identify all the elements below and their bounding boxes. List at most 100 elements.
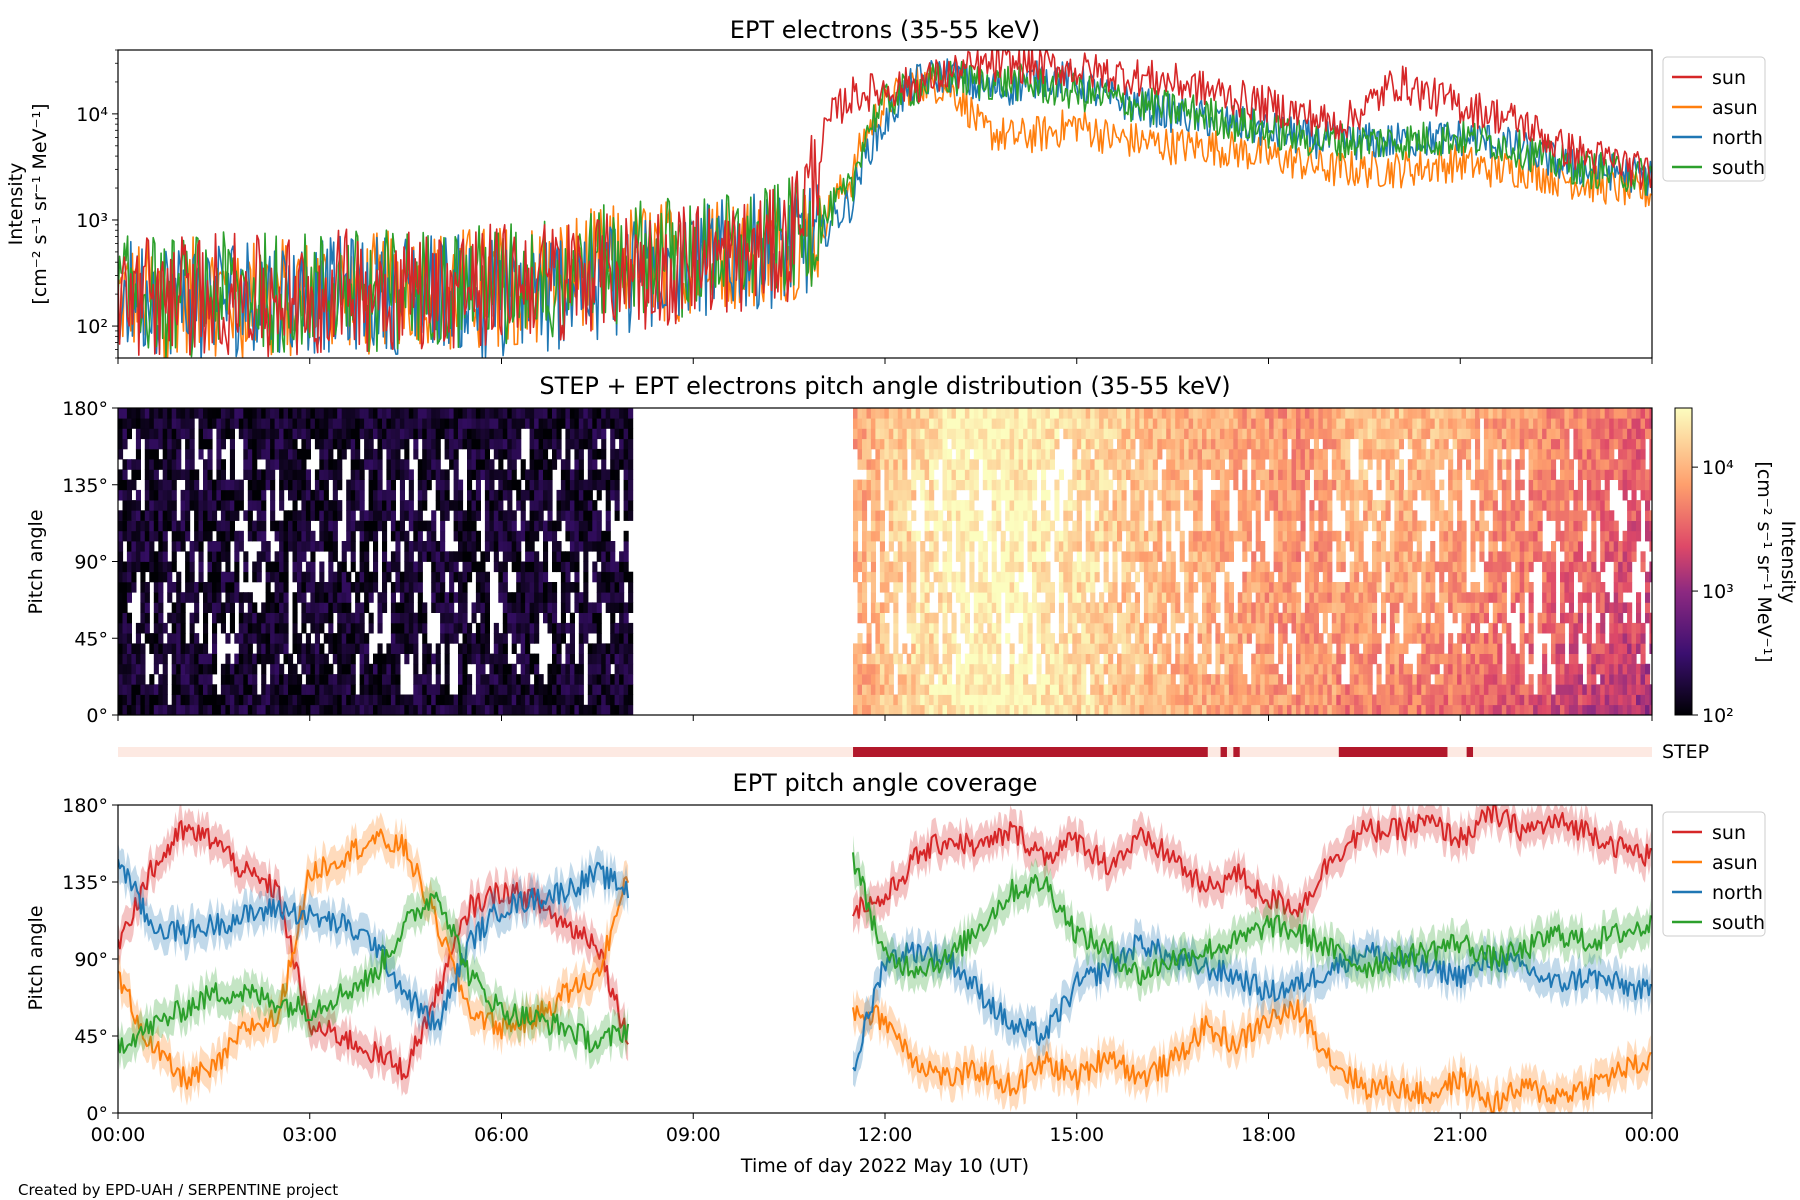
pad-heatmap-cell: [525, 541, 531, 552]
pad-heatmap-cell: [185, 674, 191, 685]
pad-heatmap-cell: [516, 694, 522, 706]
pad-heatmap-cell: [198, 500, 204, 511]
pad-heatmap-cell: [560, 622, 566, 634]
pad-heatmap-cell: [578, 653, 584, 665]
pad-heatmap-cell: [605, 684, 611, 695]
pad-heatmap-cell: [395, 469, 401, 480]
pad-heatmap-cell: [1112, 571, 1118, 583]
pad-heatmap-cell: [628, 674, 634, 685]
pad-heatmap-cell: [1188, 643, 1194, 654]
pad-heatmap-cell: [216, 592, 222, 603]
pad-heatmap-cell: [426, 684, 432, 695]
pad-heatmap-cell: [862, 479, 868, 491]
pad-heatmap-cell: [471, 448, 477, 460]
pad-heatmap-cell: [297, 582, 303, 593]
pad-heatmap-cell: [1076, 653, 1082, 665]
pad-heatmap-cell: [991, 663, 997, 675]
pad-heatmap-cell: [1090, 694, 1096, 706]
pad-heatmap-cell: [1067, 561, 1073, 573]
pad-heatmap-cell: [529, 663, 535, 675]
pad-heatmap-cell: [973, 459, 979, 470]
pad-heatmap-cell: [198, 663, 204, 675]
pad-heatmap-cell: [484, 459, 490, 470]
pad-heatmap-cell: [118, 520, 124, 532]
pad-heatmap-cell: [614, 510, 620, 521]
pad-heatmap-cell: [1251, 418, 1257, 429]
pad-heatmap-cell: [1094, 418, 1100, 429]
pad-heatmap-cell: [144, 541, 150, 552]
pad-heatmap-cell: [355, 571, 361, 583]
pad-heatmap-cell: [346, 510, 352, 521]
pad-heatmap-cell: [1188, 684, 1194, 695]
pad-heatmap-cell: [964, 541, 970, 552]
pad-heatmap-cell: [341, 633, 347, 644]
pad-heatmap-cell: [969, 479, 975, 491]
pad-heatmap-cell: [399, 704, 405, 715]
pad-heatmap-cell: [301, 438, 307, 450]
pad-heatmap-cell: [1170, 551, 1176, 562]
pad-heatmap-cell: [238, 694, 244, 706]
pad-heatmap-cell: [569, 500, 575, 511]
pad-heatmap-cell: [973, 418, 979, 429]
pad-heatmap-cell: [538, 520, 544, 532]
pad-heatmap-cell: [543, 438, 549, 450]
pad-heatmap-cell: [426, 674, 432, 685]
pad-heatmap-cell: [203, 428, 209, 440]
pad-heatmap-cell: [422, 602, 428, 613]
pad-heatmap-cell: [319, 602, 325, 613]
pad-heatmap-cell: [467, 561, 473, 573]
pad-heatmap-cell: [866, 622, 872, 634]
pad-heatmap-cell: [1246, 612, 1252, 624]
pad-heatmap-cell: [350, 510, 356, 521]
pad-heatmap-cell: [1018, 428, 1024, 440]
pad-heatmap-cell: [596, 520, 602, 532]
pad-heatmap-cell: [444, 408, 450, 419]
pad-heatmap-cell: [1018, 448, 1024, 460]
pad-heatmap-cell: [1228, 592, 1234, 603]
pad-heatmap-cell: [390, 520, 396, 532]
pad-heatmap-cell: [216, 408, 222, 419]
pad-heatmap-cell: [1139, 479, 1145, 491]
pad-heatmap-cell: [390, 479, 396, 491]
pad-heatmap-cell: [1112, 408, 1118, 419]
pad-heatmap-cell: [126, 551, 132, 562]
pad-heatmap-cell: [288, 469, 294, 480]
pad-heatmap-cell: [619, 643, 625, 654]
pad-heatmap-cell: [417, 489, 423, 501]
pad-heatmap-cell: [212, 561, 218, 573]
pad-heatmap-cell: [569, 582, 575, 593]
pad-heatmap-cell: [1148, 428, 1154, 440]
pad-heatmap-cell: [144, 408, 150, 419]
pad-heatmap-cell: [475, 694, 481, 706]
pad-heatmap-cell: [1251, 694, 1257, 706]
pad-heatmap-cell: [955, 571, 961, 583]
pad-heatmap-cell: [960, 571, 966, 583]
pad-heatmap-cell: [1063, 582, 1069, 593]
pad-heatmap-cell: [1237, 500, 1243, 511]
pad-heatmap-cell: [552, 704, 558, 715]
pad-heatmap-cell: [1067, 622, 1073, 634]
pad-heatmap-cell: [1005, 510, 1011, 521]
pad-heatmap-cell: [1148, 684, 1154, 695]
pad-heatmap-cell: [467, 479, 473, 491]
pad-heatmap-cell: [1063, 704, 1069, 715]
pad-heatmap-cell: [610, 582, 616, 593]
pad-heatmap-cell: [1152, 674, 1158, 685]
pad-heatmap-cell: [498, 530, 504, 542]
pad-heatmap-cell: [440, 520, 446, 532]
pad-heatmap-cell: [529, 622, 535, 634]
pad-heatmap-cell: [162, 479, 168, 491]
pad-heatmap-cell: [623, 643, 629, 654]
pad-heatmap-cell: [1152, 602, 1158, 613]
pad-heatmap-cell: [1242, 571, 1248, 583]
pad-heatmap-cell: [314, 653, 320, 665]
pad-heatmap-cell: [1211, 571, 1217, 583]
pad-heatmap-cell: [1197, 684, 1203, 695]
pad-heatmap-cell: [314, 633, 320, 644]
pad-heatmap-cell: [1054, 541, 1060, 552]
pad-heatmap-cell: [511, 418, 517, 429]
pad-heatmap-cell: [875, 643, 881, 654]
pad-heatmap-cell: [552, 530, 558, 542]
pad-heatmap-cell: [373, 582, 379, 593]
pad-heatmap-cell: [493, 684, 499, 695]
